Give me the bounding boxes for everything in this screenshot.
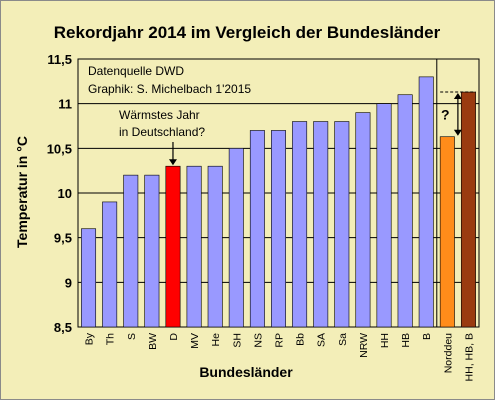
x-tick-label: HH	[379, 333, 391, 348]
bar-mv	[186, 165, 202, 328]
bar-bb	[292, 121, 308, 328]
x-tick-label: NRW	[358, 333, 370, 358]
source-annotation: Datenquelle DWD	[88, 64, 184, 78]
x-tick-labels: By Th S BW D MV He SH NS RP Bb SA Sa NRW HH HB B Norddeu H…	[84, 332, 476, 381]
x-tick-label: Norddeu	[442, 333, 454, 373]
bar-sa	[313, 121, 329, 328]
chart-title: Rekordjahr 2014 im Vergleich der Bundesl…	[54, 23, 441, 42]
bar-s	[123, 174, 139, 328]
bar-hh-hb-b	[460, 91, 476, 328]
y-tick-label: 9	[65, 275, 72, 290]
difference-arrow-head-down	[453, 129, 462, 136]
x-tick-label: HH, HB, B	[463, 333, 475, 381]
bars	[81, 76, 476, 328]
note-arrow	[168, 142, 177, 166]
difference-marker	[440, 91, 476, 136]
credit-annotation: Graphik: S. Michelbach 1'2015	[88, 82, 251, 96]
x-tick-label: NS	[252, 333, 264, 348]
bar-th	[102, 201, 118, 328]
bar-he	[207, 165, 223, 328]
question-mark: ?	[441, 106, 450, 122]
x-tick-label: By	[84, 332, 96, 345]
bar-sa	[334, 121, 350, 328]
y-tick-label: 10,5	[47, 141, 72, 156]
y-tick-labels: 8,5 9 9,5 10 10,5 11 11,5	[47, 52, 72, 335]
bar-hb	[397, 94, 413, 328]
difference-arrow-head-up	[453, 93, 462, 100]
note-line-1: Wärmstes Jahr	[119, 108, 200, 122]
x-tick-label: SA	[316, 333, 328, 347]
y-tick-label: 8,5	[54, 320, 72, 335]
x-tick-label: He	[210, 333, 222, 347]
bar-bw	[144, 174, 160, 328]
y-tick-label: 9,5	[54, 231, 72, 246]
x-tick-label: S	[126, 333, 138, 340]
bar-b	[418, 76, 434, 328]
y-tick-label: 10	[58, 186, 72, 201]
x-tick-label: SH	[231, 333, 243, 348]
bar-by	[81, 228, 97, 328]
x-tick-label: MV	[189, 333, 201, 349]
x-tick-label: Th	[105, 333, 117, 345]
bar-d	[165, 165, 181, 328]
bar-norddeu	[439, 136, 455, 328]
y-axis-label: Temperatur in °C	[14, 136, 30, 248]
bar-rp	[271, 130, 286, 328]
bar-sh	[228, 148, 244, 328]
x-axis-label: Bundesländer	[199, 364, 293, 380]
x-tick-label: B	[421, 333, 433, 340]
x-tick-label: HB	[400, 333, 412, 348]
bar-ns	[249, 130, 265, 328]
x-tick-label: D	[168, 333, 180, 341]
bar-hh	[376, 103, 392, 328]
bar-nrw	[355, 112, 371, 328]
x-tick-label: RP	[274, 333, 286, 348]
x-tick-label: Bb	[295, 333, 307, 346]
y-tick-label: 11	[58, 97, 72, 112]
arrow-head	[168, 159, 177, 166]
x-tick-label: Sa	[337, 333, 349, 346]
note-line-2: in Deutschland?	[119, 125, 205, 139]
y-tick-label: 11,5	[47, 52, 72, 67]
x-tick-label: BW	[147, 333, 159, 350]
